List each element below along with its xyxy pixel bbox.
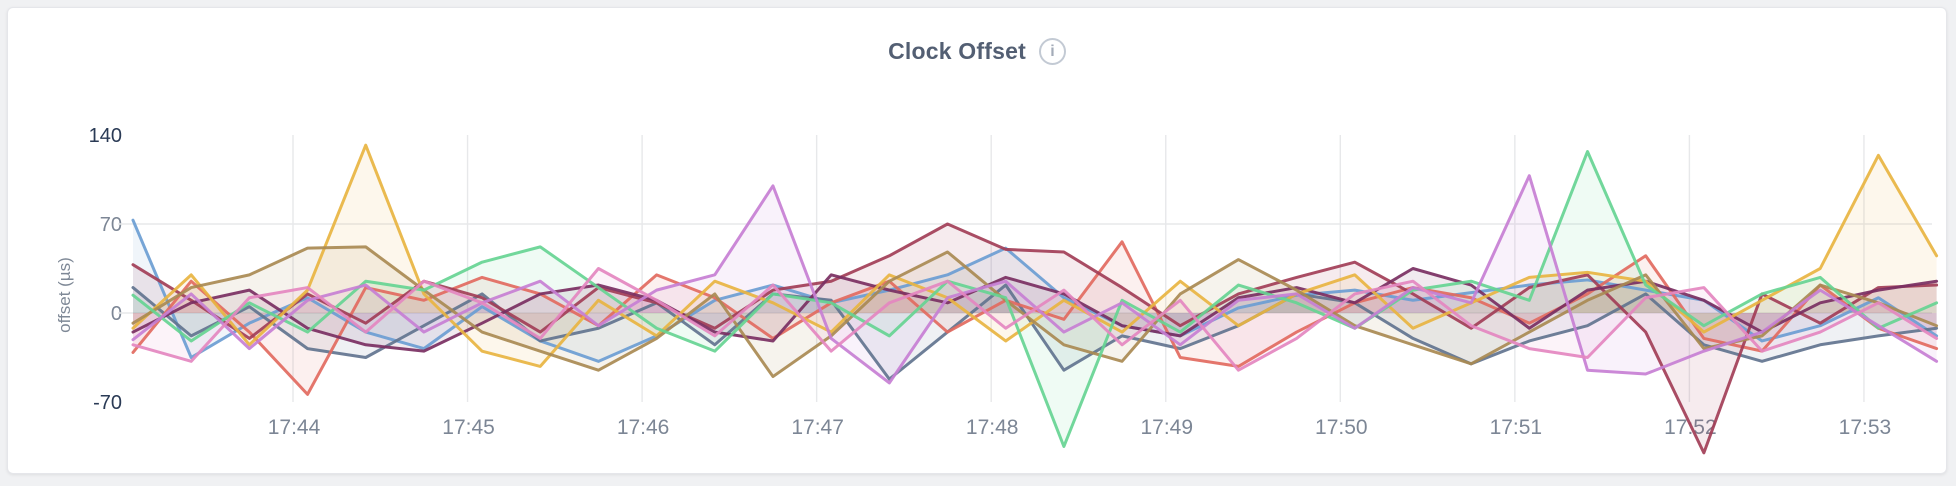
series-line-series-blue[interactable] bbox=[131, 218, 1939, 363]
x-tick-label: 17:50 bbox=[1315, 416, 1368, 439]
series-area-series-blue bbox=[133, 220, 1937, 362]
chart-title: Clock Offset bbox=[888, 38, 1026, 64]
x-tick-label: 17:51 bbox=[1489, 416, 1543, 439]
y-tick-label: 70 bbox=[99, 213, 122, 236]
x-tick-label: 17:49 bbox=[1140, 416, 1194, 439]
series-line-series-slate[interactable] bbox=[131, 283, 1939, 381]
x-tick-label: 17:44 bbox=[267, 416, 321, 439]
series-area-series-khaki bbox=[133, 246, 1937, 377]
series-line-series-pink[interactable] bbox=[131, 266, 1939, 372]
clock-offset-card: Clock Offset i offset (µs) 140 70 0 -70 17:… bbox=[7, 7, 1947, 474]
series-area-series-maroon bbox=[133, 223, 1937, 453]
x-tick-label: 17:45 bbox=[442, 416, 495, 439]
series-line-series-khaki[interactable] bbox=[131, 245, 1939, 379]
series-area-series-gold bbox=[133, 145, 1937, 367]
series-area-series-pink bbox=[133, 268, 1937, 371]
series-line-series-plum[interactable] bbox=[131, 266, 1939, 353]
y-tick-label: -70 bbox=[93, 392, 122, 414]
series-area-series-coral bbox=[133, 241, 1937, 395]
x-tick-label: 17:53 bbox=[1838, 416, 1892, 439]
info-icon[interactable]: i bbox=[1038, 38, 1066, 65]
y-tick-label: 140 bbox=[88, 124, 122, 147]
x-tick-label: 17:48 bbox=[965, 416, 1019, 439]
chart-title-row: Clock Offset i bbox=[8, 38, 1946, 65]
y-tick-label: 0 bbox=[110, 303, 122, 325]
x-tick-label: 17:46 bbox=[616, 416, 670, 439]
series-line-series-violet[interactable] bbox=[131, 174, 1939, 385]
x-tick-label: 17:47 bbox=[791, 416, 844, 439]
